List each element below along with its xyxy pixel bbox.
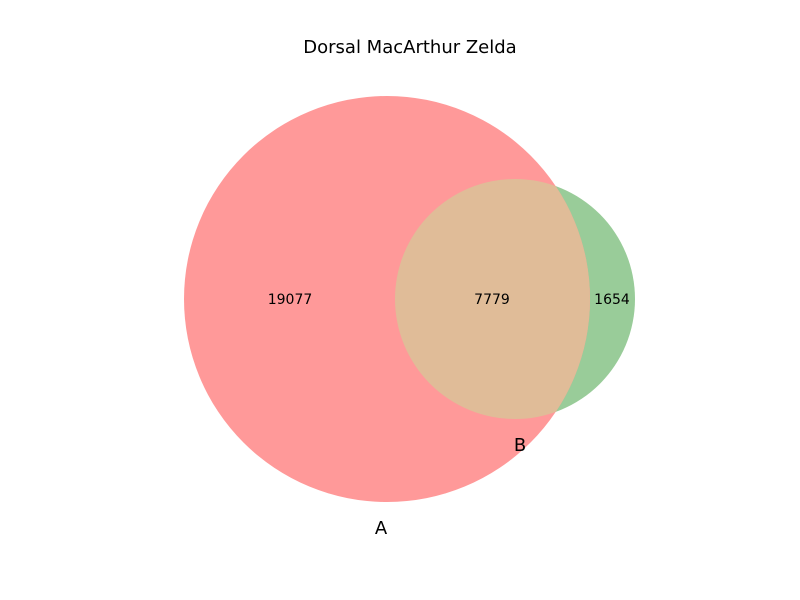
intersection-region [395,179,590,419]
diagram-title: Dorsal MacArthur Zelda [303,37,516,58]
set-a-label: A [375,518,388,539]
set-b-label: B [514,435,526,456]
region-b-only-count: 1654 [594,292,630,308]
region-a-only-count: 19077 [268,292,313,308]
region-intersection-count: 7779 [474,292,510,308]
